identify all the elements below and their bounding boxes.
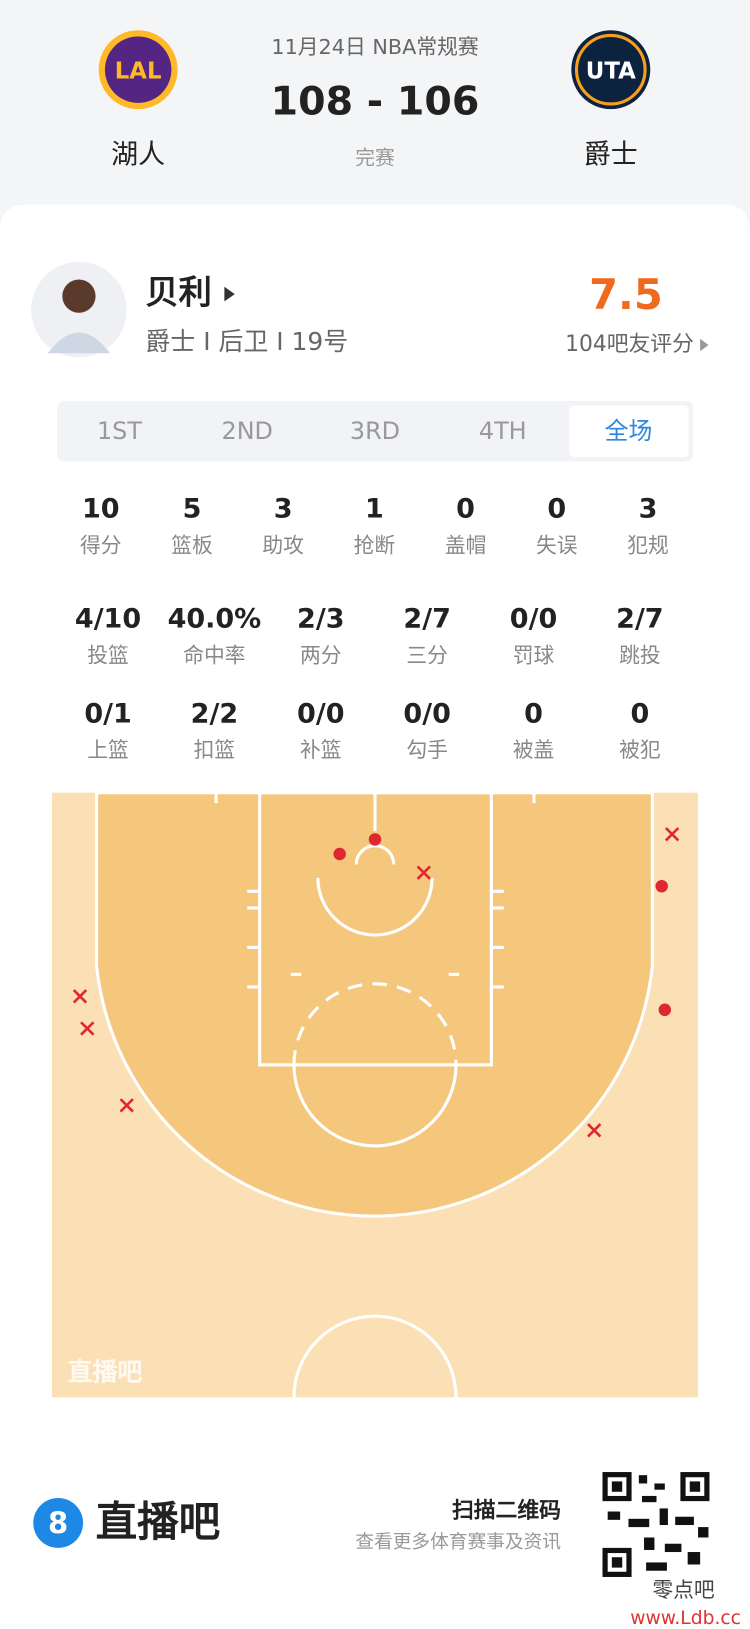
stat-value: 0 (524, 698, 543, 729)
player-avatar (31, 261, 127, 358)
qr-code (600, 1469, 712, 1580)
stat-label: 盖帽 (445, 533, 487, 557)
stat-value: 3 (639, 494, 658, 525)
tab[interactable]: 2ND (222, 417, 273, 445)
stat-label: 篮板 (171, 533, 213, 557)
stat-label: 投篮 (87, 644, 129, 668)
stat-value: 0/0 (403, 698, 450, 729)
home-name: 湖人 (111, 139, 165, 170)
stat-value: 5 (183, 494, 202, 525)
tab-bar (57, 401, 693, 462)
stat-label: 跳投 (619, 644, 661, 668)
arrow-icon (700, 338, 709, 352)
stat-value: 0/0 (297, 698, 344, 729)
stat-value: 0/1 (84, 698, 131, 729)
tab[interactable]: 全场 (605, 417, 653, 445)
tab[interactable]: 3RD (350, 417, 400, 445)
stat-value: 0 (456, 494, 475, 525)
rating-label[interactable]: 104吧友评分 (565, 332, 694, 357)
stat-label: 被犯 (619, 738, 661, 762)
stat-value: 0 (547, 494, 566, 525)
stat-value: 40.0% (168, 604, 262, 635)
site-watermark: 零点吧 (652, 1578, 715, 1602)
stat-label: 失误 (536, 533, 578, 557)
brand-logo-text: 8 (48, 1506, 68, 1540)
player-name[interactable]: 贝利 (145, 273, 211, 312)
brand-name: 直播吧 (96, 1497, 221, 1546)
scan-text: 扫描二维码 (452, 1498, 561, 1524)
stat-label: 得分 (80, 533, 122, 557)
stat-value: 2/3 (297, 604, 344, 635)
tab-active-bg (569, 405, 689, 458)
arrow-icon (224, 286, 235, 302)
stat-label: 抢断 (354, 533, 396, 557)
stat-value: 4/10 (75, 604, 141, 635)
away-abbr: UTA (586, 58, 636, 84)
stat-label: 三分 (406, 644, 448, 668)
shot-chart: 直播吧 (51, 791, 699, 1398)
stat-label: 犯规 (627, 533, 669, 557)
stat-label: 扣篮 (194, 738, 236, 762)
site-url: www.Ldb.cc (630, 1608, 741, 1629)
stat-label: 两分 (300, 644, 342, 668)
stat-value: 3 (274, 494, 293, 525)
stat-label: 助攻 (262, 533, 304, 557)
tab[interactable]: 1ST (97, 417, 142, 445)
away-logo: UTA (571, 30, 651, 110)
game-status: 完赛 (355, 147, 395, 170)
stat-value: 0/0 (510, 604, 557, 635)
stat-value: 1 (365, 494, 384, 525)
stat-value: 2/7 (403, 604, 450, 635)
stat-value: 2/2 (191, 698, 238, 729)
stat-label: 命中率 (183, 644, 245, 668)
stat-value: 2/7 (616, 604, 663, 635)
stat-label: 上篮 (87, 738, 129, 762)
stat-label: 罚球 (513, 644, 555, 668)
stat-label: 被盖 (513, 738, 555, 762)
stat-value: 10 (82, 494, 120, 525)
home-abbr: LAL (115, 58, 162, 84)
stat-value: 0 (630, 698, 649, 729)
scan-desc: 查看更多体育赛事及资讯 (355, 1532, 561, 1553)
tab[interactable]: 4TH (479, 417, 527, 445)
player-info: 爵士 I 后卫 I 19号 (145, 327, 348, 356)
player-rating: 7.5 (589, 270, 663, 319)
score: 108 - 106 (271, 78, 480, 124)
away-name: 爵士 (584, 139, 638, 170)
stat-label: 补篮 (300, 738, 342, 762)
brand-logo (33, 1498, 84, 1548)
stat-label: 勾手 (406, 738, 448, 762)
court-watermark: 直播吧 (68, 1357, 143, 1386)
home-logo: LAL (98, 30, 178, 110)
game-date: 11月24日 NBA常规赛 (271, 35, 478, 59)
